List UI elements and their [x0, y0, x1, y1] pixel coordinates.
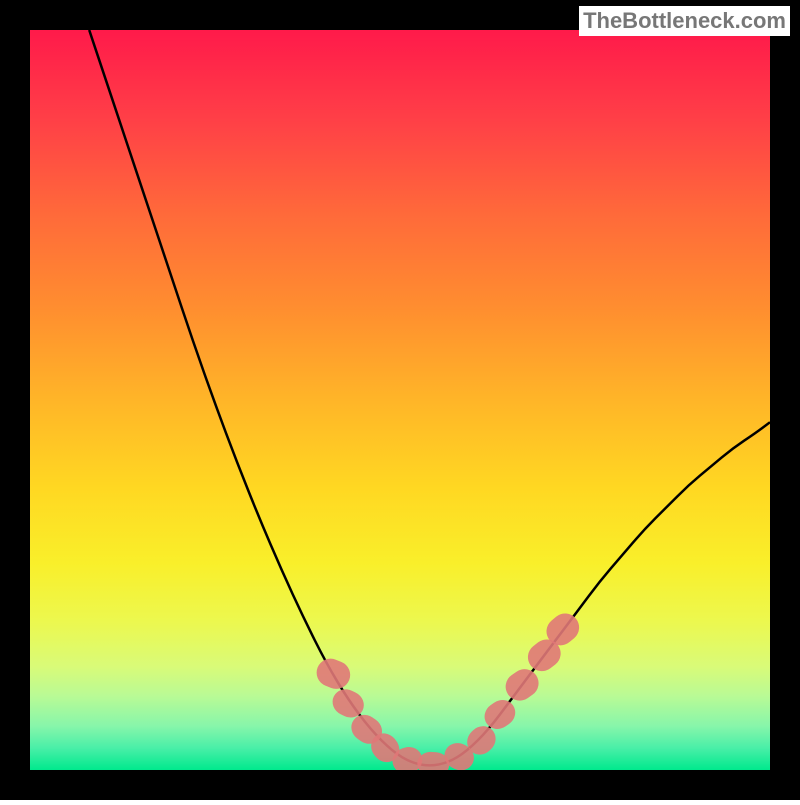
bottleneck-chart	[0, 0, 800, 800]
watermark-label: TheBottleneck.com	[579, 6, 790, 36]
chart-svg	[0, 0, 800, 800]
